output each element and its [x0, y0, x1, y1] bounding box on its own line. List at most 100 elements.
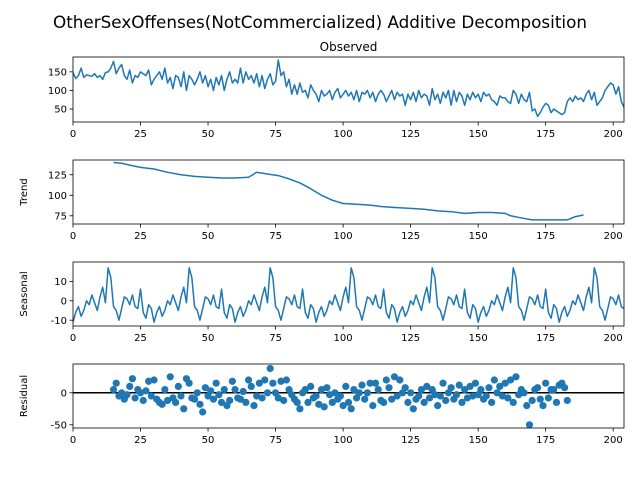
- trend-x-tick-label: 175: [536, 231, 555, 242]
- seasonal-frame: [72, 261, 625, 327]
- residual-point: [550, 386, 558, 394]
- residual-point: [131, 394, 139, 402]
- residual-frame: [72, 363, 625, 429]
- residual-point: [493, 389, 501, 397]
- residual-point: [236, 395, 245, 403]
- observed-panel: 0 25 50 75 100 125 150 175 200 50 100 150 Observed: [48, 40, 625, 140]
- seasonal-x-tick-label: 200: [604, 333, 623, 344]
- residual-point: [523, 402, 531, 410]
- residual-point: [498, 392, 507, 400]
- residual-point: [280, 396, 288, 405]
- residual-x-tick-label: 100: [334, 435, 353, 446]
- residual-point: [226, 396, 234, 405]
- residual-point: [174, 382, 182, 390]
- residual-point: [150, 376, 158, 384]
- residual-point: [482, 392, 490, 400]
- residual-point: [217, 398, 226, 406]
- residual-point: [239, 387, 247, 396]
- seasonal-x-tick-label: 150: [469, 333, 488, 344]
- residual-point: [452, 391, 461, 399]
- residual-point: [436, 392, 444, 400]
- observed-y-tick-label: 50: [54, 105, 67, 116]
- residual-point: [401, 384, 409, 392]
- residual-point: [396, 376, 404, 384]
- residual-x-tick-label: 0: [70, 435, 76, 446]
- observed-plot-area: [73, 59, 624, 118]
- residual-point: [269, 379, 277, 387]
- residual-point: [207, 387, 215, 395]
- residual-point: [336, 392, 344, 400]
- residual-point: [528, 396, 536, 405]
- residual-point: [220, 386, 228, 394]
- residual-y-tick-label: 0: [61, 388, 67, 399]
- residual-point: [331, 389, 339, 397]
- residual-point: [344, 398, 353, 406]
- residual-point: [563, 396, 571, 405]
- residual-point: [158, 400, 166, 408]
- observed-x-tick-label: 175: [536, 129, 555, 140]
- trend-y-tick-label: 125: [48, 170, 67, 181]
- residual-point: [180, 405, 188, 413]
- trend-x-tick-label: 75: [269, 231, 282, 242]
- residual-point: [339, 402, 347, 410]
- observed-series-line: [73, 59, 624, 118]
- residual-point: [423, 382, 431, 390]
- observed-x-tick-label: 200: [604, 129, 623, 140]
- trend-x-tick-label: 100: [334, 231, 353, 242]
- residual-point: [442, 396, 450, 405]
- residual-point: [369, 402, 377, 410]
- residual-point: [469, 392, 477, 400]
- residual-point: [266, 364, 274, 373]
- residual-point: [385, 384, 393, 392]
- residual-point: [425, 394, 434, 402]
- residual-point: [126, 382, 134, 390]
- residual-point: [390, 373, 399, 381]
- trend-x-tick-label: 150: [469, 231, 488, 242]
- residual-point: [382, 376, 390, 384]
- residual-point: [209, 395, 218, 403]
- observed-x-tick-label: 150: [469, 129, 488, 140]
- residual-point: [355, 389, 363, 397]
- residual-point: [304, 398, 312, 406]
- residual-point: [261, 376, 269, 384]
- residual-point: [533, 384, 542, 392]
- residual-point: [461, 386, 469, 394]
- residual-point: [244, 376, 253, 384]
- residual-point: [231, 386, 239, 394]
- residual-point: [366, 379, 374, 387]
- seasonal-x-tick-label: 75: [269, 333, 282, 344]
- seasonal-plot-area: [73, 267, 624, 323]
- residual-point: [250, 402, 258, 410]
- residual-point: [274, 394, 282, 402]
- residual-point: [177, 392, 185, 400]
- residual-point: [147, 392, 155, 400]
- residual-x-tick-label: 150: [469, 435, 488, 446]
- residual-point: [388, 395, 396, 403]
- residual-point: [371, 379, 380, 387]
- residual-point: [458, 398, 466, 406]
- residual-point: [409, 405, 417, 413]
- seasonal-x-tick-label: 50: [202, 333, 215, 344]
- residual-x-tick-label: 200: [604, 435, 623, 446]
- residual-point: [374, 386, 382, 394]
- residual-point: [253, 392, 261, 400]
- residual-point: [447, 384, 455, 392]
- residual-point: [539, 402, 547, 410]
- residual-point: [215, 391, 223, 399]
- observed-frame: [72, 56, 625, 123]
- residual-point: [247, 382, 255, 390]
- residual-point: [325, 391, 334, 399]
- residual-point: [123, 391, 131, 399]
- residual-point: [407, 389, 415, 397]
- residual-point: [145, 377, 153, 385]
- residual-point: [358, 381, 366, 389]
- residual-point: [296, 405, 304, 413]
- trend-y-axis-label: Trend: [19, 178, 30, 206]
- residual-point: [350, 386, 358, 394]
- residual-point: [128, 375, 137, 383]
- residual-point: [228, 377, 236, 385]
- residual-point: [320, 403, 328, 411]
- residual-point: [139, 396, 147, 405]
- seasonal-x-tick-label: 175: [536, 333, 555, 344]
